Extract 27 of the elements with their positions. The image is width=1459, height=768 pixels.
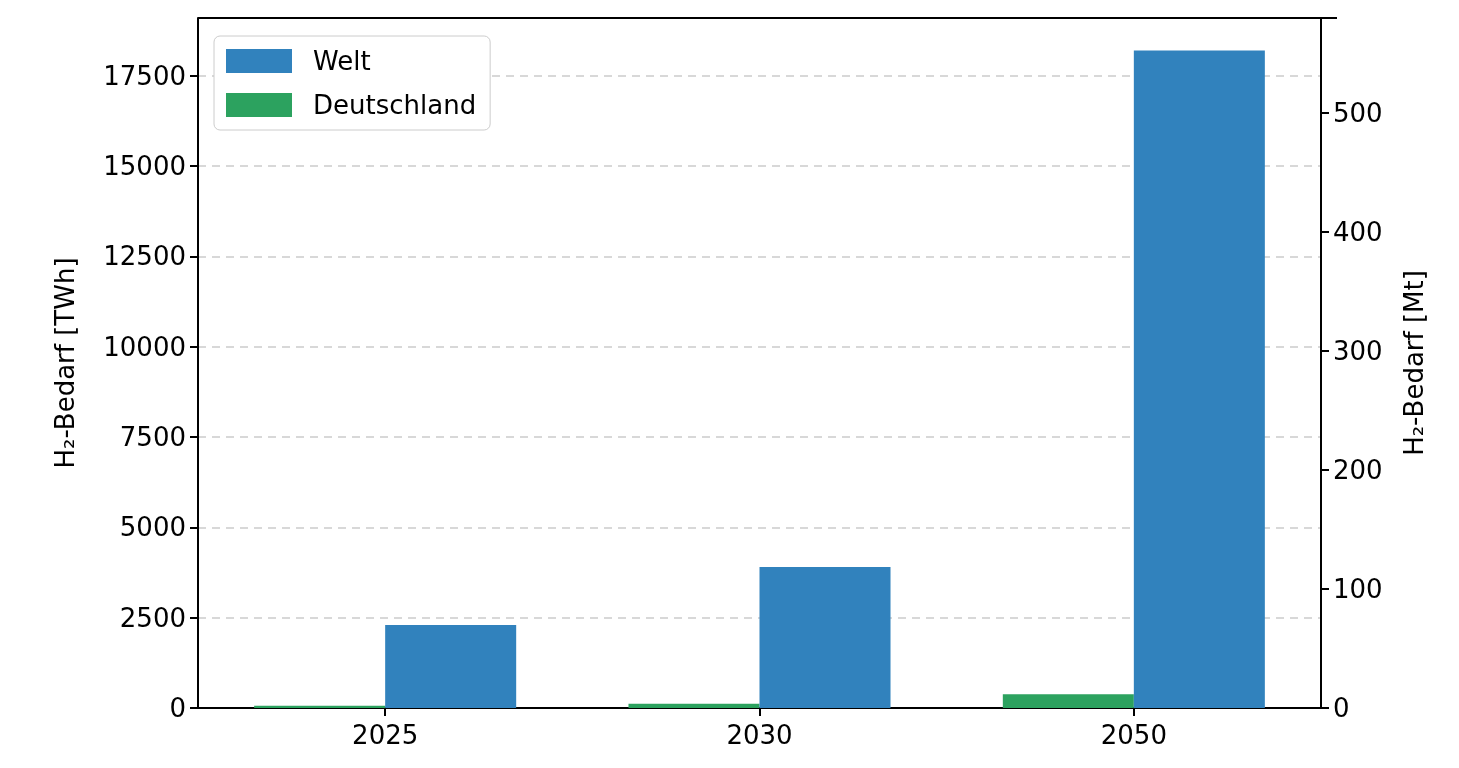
y2-tick-label: 500 [1333, 98, 1383, 129]
x-tick-label: 2030 [726, 720, 793, 750]
y-tick-label: 7500 [119, 422, 186, 453]
y-tick-label: 12500 [103, 241, 186, 272]
y2-tick-label: 200 [1333, 455, 1383, 486]
y2-axis-title: H₂-Bedarf [Mt] [1399, 270, 1429, 456]
y-tick-label: 10000 [103, 331, 186, 362]
x-tick-label: 2050 [1100, 720, 1167, 750]
y-tick-label: 15000 [103, 151, 186, 182]
bar [759, 567, 891, 708]
y2-tick-label: 0 [1333, 693, 1350, 723]
y2-tick-label: 400 [1333, 217, 1383, 248]
bar [1133, 50, 1265, 708]
bar [628, 703, 760, 708]
legend-label: Welt [313, 46, 371, 76]
y-axis-title: H₂-Bedarf [TWh] [50, 257, 80, 469]
x-tick-label: 2025 [352, 720, 419, 750]
bar [1002, 694, 1134, 708]
bar [254, 705, 386, 708]
y2-tick-label: 300 [1333, 336, 1383, 367]
y-tick-label: 17500 [103, 60, 186, 91]
y-tick-label: 2500 [119, 602, 186, 633]
legend-label: Deutschland [313, 90, 477, 120]
bar [385, 624, 517, 708]
y-tick-label: 0 [169, 693, 186, 723]
y-tick-label: 5000 [119, 512, 186, 543]
y2-tick-label: 100 [1333, 574, 1383, 605]
